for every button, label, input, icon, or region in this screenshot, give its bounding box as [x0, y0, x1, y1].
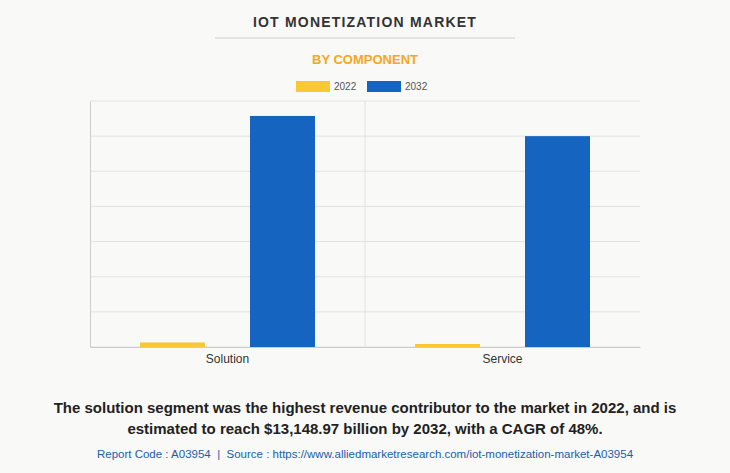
y-axis-line — [90, 102, 91, 348]
x-tick: Service — [482, 347, 522, 366]
legend-label: 2022 — [334, 81, 357, 92]
category-divider — [365, 101, 366, 347]
caption: The solution segment was the highest rev… — [54, 399, 677, 416]
legend-swatch — [367, 81, 401, 92]
bar — [525, 136, 590, 347]
subtitle: BY COMPONENT — [312, 52, 418, 67]
legend: 2022 2032 — [296, 81, 428, 92]
title-rule — [215, 38, 515, 39]
footer: Report Code : A03954 | Source : https://… — [97, 448, 634, 460]
x-tick-label: Service — [482, 352, 522, 366]
bar — [140, 342, 205, 347]
background — [0, 0, 730, 473]
caption: estimated to reach $13,148.97 billion by… — [127, 420, 602, 437]
title: IOT MONETIZATION MARKET — [253, 14, 477, 30]
x-axis: Solution Service — [91, 347, 641, 366]
grid — [90, 101, 640, 347]
bar — [415, 344, 480, 347]
bars — [140, 116, 590, 347]
bar — [250, 116, 315, 347]
x-tick: Solution — [206, 347, 249, 366]
y-axis — [90, 102, 92, 348]
legend-label: 2032 — [405, 81, 428, 92]
x-tick-label: Solution — [206, 352, 249, 366]
legend-swatch — [296, 81, 330, 92]
x-axis-line — [91, 347, 641, 348]
